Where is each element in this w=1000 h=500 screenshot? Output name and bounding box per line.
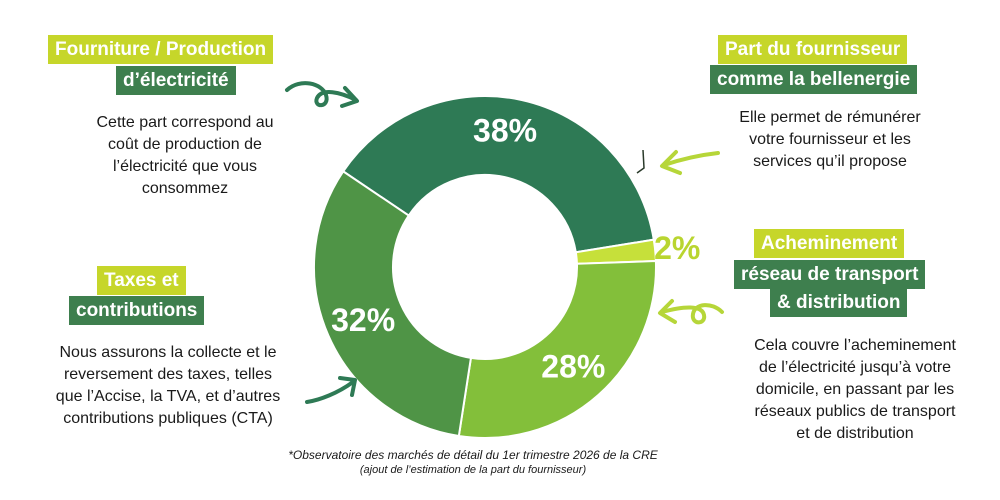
arrowhead-acheminement-icon — [658, 299, 677, 324]
taxes-title-line2: contributions — [69, 296, 205, 325]
slice-label-acheminement: 28% — [541, 348, 605, 384]
arrowhead-fournisseur-icon — [660, 150, 682, 175]
donut-slice-taxes — [313, 169, 473, 438]
slice-label-taxes: 32% — [331, 302, 395, 338]
donut-slice-acheminement — [457, 259, 657, 439]
acheminement-title-line2: réseau de transport — [734, 260, 926, 289]
acheminement-title-line1: Acheminement — [754, 229, 905, 258]
fourniture-title-line2: d’électricité — [116, 66, 236, 95]
slice-label-fourniture: 38% — [473, 112, 537, 148]
arrowhead-taxes-icon — [338, 376, 357, 397]
donut-slice-fourniture — [341, 95, 655, 254]
slice-label-fournisseur: 2% — [654, 230, 700, 266]
fournisseur-title-line1: Part du fournisseur — [718, 35, 908, 64]
arrow-acheminement-icon — [660, 303, 724, 325]
acheminement-title-line3: & distribution — [770, 288, 908, 317]
arrow-taxes-icon — [305, 380, 355, 404]
leader-line-fournisseur — [636, 149, 645, 174]
footnote-source: *Observatoire des marchés de détail du 1… — [288, 448, 658, 462]
fournisseur-description: Elle permet de rémunérer votre fournisse… — [739, 109, 921, 170]
taxes-title-line1: Taxes et — [97, 266, 186, 295]
fourniture-description: Cette part correspond au coût de product… — [96, 114, 274, 197]
acheminement-description: Cela couvre l’acheminement de l’électric… — [754, 337, 956, 442]
taxes-description: Nous assurons la collecte et le reversem… — [55, 344, 281, 427]
footnote-note: (ajout de l’estimation de la part du fou… — [359, 464, 587, 476]
fournisseur-title-line2: comme la bellenergie — [710, 65, 918, 94]
arrowhead-fourniture-icon — [340, 86, 359, 108]
arrow-fournisseur-icon — [662, 151, 720, 167]
arrow-fourniture-icon — [285, 81, 358, 108]
fourniture-title-line1: Fourniture / Production — [48, 35, 274, 64]
